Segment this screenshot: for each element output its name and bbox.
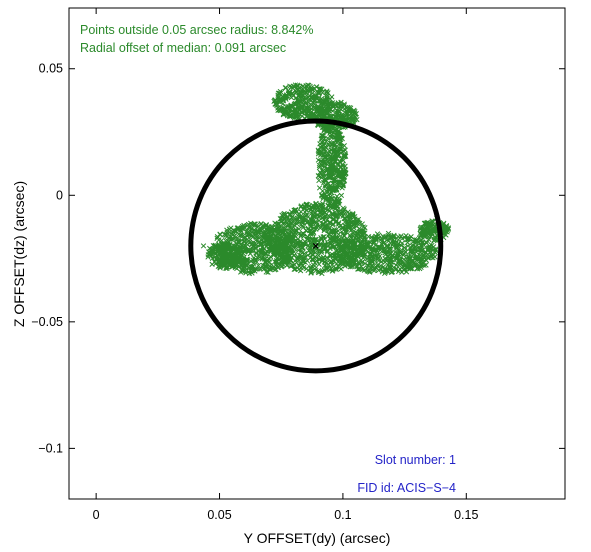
plot-frame: [68, 7, 566, 500]
scatter-points: [200, 82, 452, 277]
x-tick-label: 0.15: [454, 508, 478, 522]
x-axis-ticks: 0 0.05 0.1 0.15: [93, 8, 478, 522]
y-tick-label: −0.05: [31, 315, 63, 329]
y-tick-label: 0: [56, 188, 63, 202]
radius-circle: [188, 118, 444, 374]
data-points: [200, 82, 452, 277]
y-tick-label: 0.05: [39, 62, 63, 76]
x-tick-label: 0.1: [334, 508, 351, 522]
y-axis-label: Z OFFSET(dz) (arcsec): [11, 181, 27, 327]
x-tick-label: 0: [93, 508, 100, 522]
points-outside-text: Points outside 0.05 arcsec radius: 8.842…: [80, 23, 313, 37]
slot-number-text: Slot number: 1: [375, 453, 456, 467]
x-tick-label: 0.05: [207, 508, 231, 522]
fid-id-text: FID id: ACIS−S−4: [357, 481, 456, 495]
radial-offset-text: Radial offset of median: 0.091 arcsec: [80, 41, 286, 55]
median-marker: [312, 242, 319, 249]
x-axis-label: Y OFFSET(dy) (arcsec): [244, 530, 391, 546]
y-tick-label: −0.1: [38, 441, 63, 455]
y-axis-ticks: 0.05 0 −0.05 −0.1: [31, 62, 565, 455]
median-x-mark: [312, 242, 319, 249]
